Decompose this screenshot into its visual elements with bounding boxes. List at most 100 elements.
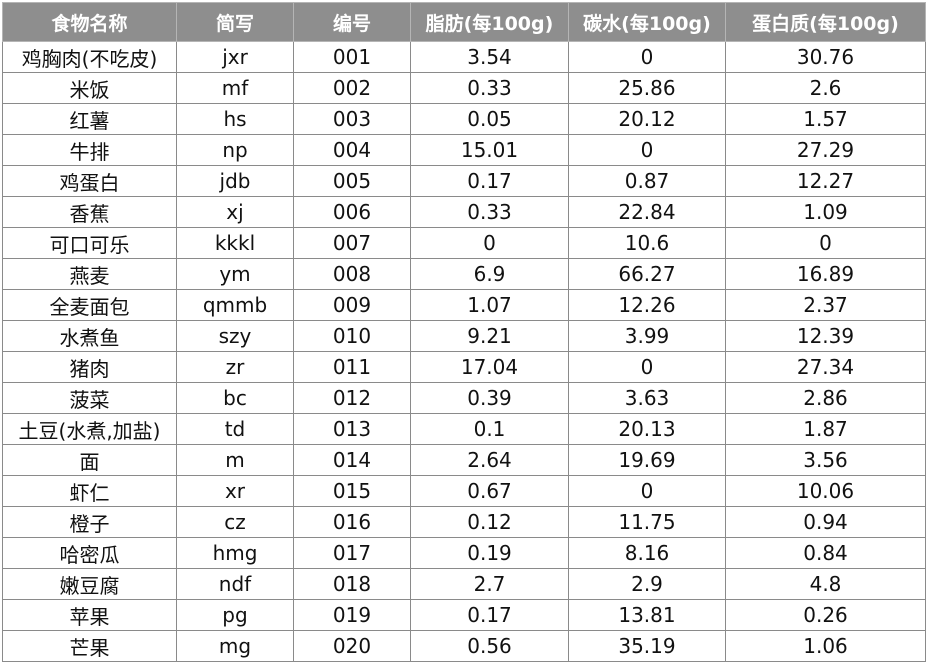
table-row: 燕麦 ym 008 6.9 66.27 16.89	[2, 258, 926, 290]
cell-fat: 2.64	[410, 444, 569, 476]
table-row: 芒果 mg 020 0.56 35.19 1.06	[2, 630, 926, 662]
cell-carbs: 35.19	[568, 630, 726, 662]
cell-fat: 0.39	[410, 382, 569, 414]
table-row: 橙子 cz 016 0.12 11.75 0.94	[2, 506, 926, 538]
table-row: 鸡蛋白 jdb 005 0.17 0.87 12.27	[2, 165, 926, 197]
cell-carbs: 20.13	[568, 413, 726, 445]
table-row: 面 m 014 2.64 19.69 3.56	[2, 444, 926, 476]
cell-number: 010	[293, 320, 411, 352]
cell-number: 014	[293, 444, 411, 476]
cell-fat: 6.9	[410, 258, 569, 290]
table-row: 牛排 np 004 15.01 0 27.29	[2, 134, 926, 166]
cell-abbreviation: np	[176, 134, 294, 166]
cell-fat: 17.04	[410, 351, 569, 383]
cell-food-name: 红薯	[2, 103, 177, 135]
cell-protein: 16.89	[725, 258, 926, 290]
cell-fat: 1.07	[410, 289, 569, 321]
cell-protein: 1.06	[725, 630, 926, 662]
table-row: 鸡胸肉(不吃皮) jxr 001 3.54 0 30.76	[2, 41, 926, 73]
cell-food-name: 芒果	[2, 630, 177, 662]
cell-abbreviation: pg	[176, 599, 294, 631]
table-row: 哈密瓜 hmg 017 0.19 8.16 0.84	[2, 537, 926, 569]
cell-number: 001	[293, 41, 411, 73]
cell-protein: 3.56	[725, 444, 926, 476]
cell-fat: 3.54	[410, 41, 569, 73]
cell-food-name: 虾仁	[2, 475, 177, 507]
cell-number: 015	[293, 475, 411, 507]
cell-protein: 2.37	[725, 289, 926, 321]
cell-carbs: 20.12	[568, 103, 726, 135]
cell-abbreviation: zr	[176, 351, 294, 383]
cell-abbreviation: xj	[176, 196, 294, 228]
cell-fat: 0	[410, 227, 569, 259]
cell-carbs: 3.99	[568, 320, 726, 352]
cell-abbreviation: mf	[176, 72, 294, 104]
cell-protein: 0.26	[725, 599, 926, 631]
cell-fat: 0.19	[410, 537, 569, 569]
cell-food-name: 水煮鱼	[2, 320, 177, 352]
cell-number: 019	[293, 599, 411, 631]
table-row: 猪肉 zr 011 17.04 0 27.34	[2, 351, 926, 383]
cell-abbreviation: ym	[176, 258, 294, 290]
cell-food-name: 菠菜	[2, 382, 177, 414]
header-fat: 脂肪(每100g)	[410, 2, 569, 42]
cell-protein: 0.94	[725, 506, 926, 538]
cell-number: 020	[293, 630, 411, 662]
cell-abbreviation: m	[176, 444, 294, 476]
table-row: 米饭 mf 002 0.33 25.86 2.6	[2, 72, 926, 104]
cell-food-name: 土豆(水煮,加盐)	[2, 413, 177, 445]
cell-protein: 12.27	[725, 165, 926, 197]
cell-fat: 0.17	[410, 165, 569, 197]
cell-number: 009	[293, 289, 411, 321]
cell-abbreviation: mg	[176, 630, 294, 662]
cell-protein: 1.57	[725, 103, 926, 135]
cell-protein: 2.6	[725, 72, 926, 104]
cell-abbreviation: qmmb	[176, 289, 294, 321]
cell-protein: 4.8	[725, 568, 926, 600]
cell-number: 013	[293, 413, 411, 445]
cell-number: 005	[293, 165, 411, 197]
cell-fat: 0.12	[410, 506, 569, 538]
table-row: 全麦面包 qmmb 009 1.07 12.26 2.37	[2, 289, 926, 321]
cell-fat: 0.67	[410, 475, 569, 507]
cell-food-name: 面	[2, 444, 177, 476]
cell-fat: 2.7	[410, 568, 569, 600]
table-row: 苹果 pg 019 0.17 13.81 0.26	[2, 599, 926, 631]
cell-abbreviation: szy	[176, 320, 294, 352]
cell-number: 011	[293, 351, 411, 383]
table-row: 虾仁 xr 015 0.67 0 10.06	[2, 475, 926, 507]
header-number: 编号	[293, 2, 411, 42]
cell-food-name: 燕麦	[2, 258, 177, 290]
cell-carbs: 0.87	[568, 165, 726, 197]
cell-food-name: 橙子	[2, 506, 177, 538]
table-row: 红薯 hs 003 0.05 20.12 1.57	[2, 103, 926, 135]
cell-protein: 2.86	[725, 382, 926, 414]
cell-food-name: 香蕉	[2, 196, 177, 228]
cell-abbreviation: kkkl	[176, 227, 294, 259]
cell-number: 007	[293, 227, 411, 259]
cell-fat: 0.33	[410, 196, 569, 228]
cell-carbs: 13.81	[568, 599, 726, 631]
cell-abbreviation: xr	[176, 475, 294, 507]
cell-carbs: 0	[568, 351, 726, 383]
cell-abbreviation: td	[176, 413, 294, 445]
header-food-name: 食物名称	[2, 2, 177, 42]
cell-food-name: 牛排	[2, 134, 177, 166]
table-row: 土豆(水煮,加盐) td 013 0.1 20.13 1.87	[2, 413, 926, 445]
cell-fat: 0.05	[410, 103, 569, 135]
table-row: 香蕉 xj 006 0.33 22.84 1.09	[2, 196, 926, 228]
cell-protein: 1.87	[725, 413, 926, 445]
header-row: 食物名称 简写 编号 脂肪(每100g) 碳水(每100g) 蛋白质(每100g…	[2, 2, 926, 42]
cell-fat: 9.21	[410, 320, 569, 352]
cell-number: 012	[293, 382, 411, 414]
cell-carbs: 12.26	[568, 289, 726, 321]
cell-abbreviation: cz	[176, 506, 294, 538]
cell-protein: 0	[725, 227, 926, 259]
cell-carbs: 11.75	[568, 506, 726, 538]
cell-protein: 27.34	[725, 351, 926, 383]
cell-number: 006	[293, 196, 411, 228]
cell-number: 008	[293, 258, 411, 290]
cell-abbreviation: jdb	[176, 165, 294, 197]
cell-food-name: 鸡蛋白	[2, 165, 177, 197]
table-row: 可口可乐 kkkl 007 0 10.6 0	[2, 227, 926, 259]
